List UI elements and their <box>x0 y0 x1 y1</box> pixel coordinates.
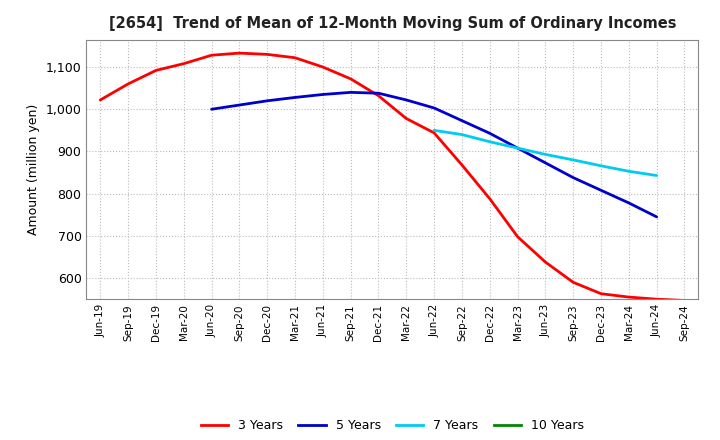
3 Years <box>458 162 467 168</box>
3 Years <box>374 93 383 99</box>
7 Years <box>513 146 522 151</box>
5 Years <box>458 118 467 123</box>
Title: [2654]  Trend of Mean of 12-Month Moving Sum of Ordinary Incomes: [2654] Trend of Mean of 12-Month Moving … <box>109 16 676 32</box>
3 Years <box>346 76 355 81</box>
3 Years <box>152 68 161 73</box>
3 Years <box>597 291 606 297</box>
3 Years <box>179 61 188 66</box>
5 Years <box>652 214 661 220</box>
Legend: 3 Years, 5 Years, 7 Years, 10 Years: 3 Years, 5 Years, 7 Years, 10 Years <box>196 414 589 437</box>
3 Years <box>680 298 689 303</box>
3 Years <box>318 64 327 70</box>
5 Years <box>402 97 410 103</box>
7 Years <box>485 139 494 144</box>
3 Years <box>124 81 132 87</box>
3 Years <box>96 97 104 103</box>
5 Years <box>207 106 216 112</box>
7 Years <box>652 173 661 178</box>
3 Years <box>569 280 577 285</box>
3 Years <box>624 294 633 300</box>
5 Years <box>541 160 550 165</box>
3 Years <box>652 297 661 302</box>
Line: 5 Years: 5 Years <box>212 92 657 217</box>
7 Years <box>597 163 606 169</box>
7 Years <box>624 169 633 174</box>
Line: 7 Years: 7 Years <box>434 130 657 176</box>
Y-axis label: Amount (million yen): Amount (million yen) <box>27 104 40 235</box>
3 Years <box>402 116 410 121</box>
5 Years <box>624 200 633 205</box>
7 Years <box>458 132 467 137</box>
5 Years <box>430 105 438 110</box>
3 Years <box>430 130 438 136</box>
7 Years <box>569 157 577 162</box>
3 Years <box>513 234 522 239</box>
5 Years <box>513 146 522 151</box>
7 Years <box>430 128 438 133</box>
3 Years <box>263 52 271 57</box>
3 Years <box>541 260 550 265</box>
5 Years <box>597 187 606 193</box>
5 Years <box>318 92 327 97</box>
5 Years <box>263 98 271 103</box>
7 Years <box>541 152 550 157</box>
3 Years <box>291 55 300 60</box>
3 Years <box>207 52 216 58</box>
5 Years <box>569 175 577 180</box>
3 Years <box>485 196 494 202</box>
5 Years <box>374 91 383 96</box>
5 Years <box>235 103 243 108</box>
Line: 3 Years: 3 Years <box>100 53 685 301</box>
5 Years <box>291 95 300 100</box>
5 Years <box>346 90 355 95</box>
5 Years <box>485 131 494 136</box>
3 Years <box>235 51 243 56</box>
